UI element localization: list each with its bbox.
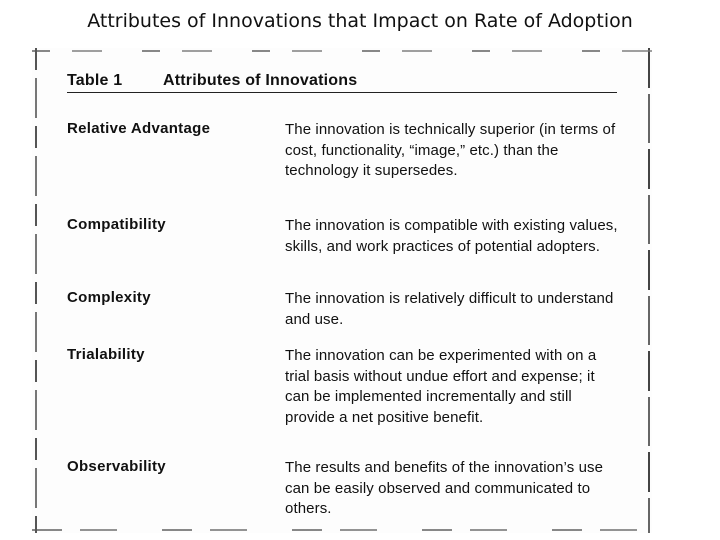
scan-edge-right bbox=[648, 48, 650, 533]
table-number: Table 1 bbox=[67, 72, 123, 89]
scan-edge-bottom bbox=[32, 529, 652, 531]
table-heading: Table 1 Attributes of Innovations bbox=[67, 72, 357, 90]
attribute-description: The innovation can be experimented with … bbox=[285, 347, 597, 426]
scan-edge-top bbox=[32, 50, 652, 52]
attribute-name: Observability bbox=[67, 458, 166, 475]
attribute-description: The innovation is relatively difficult t… bbox=[285, 290, 614, 328]
table-caption: Attributes of Innovations bbox=[163, 72, 358, 89]
attribute-name: Trialability bbox=[67, 346, 145, 363]
attribute-name: Compatibility bbox=[67, 216, 166, 233]
attribute-name: Relative Advantage bbox=[67, 120, 211, 137]
heading-rule bbox=[67, 92, 617, 93]
scanned-table-image: Table 1 Attributes of Innovations Relativ… bbox=[32, 48, 652, 533]
attribute-description: The innovation is compatible with existi… bbox=[285, 217, 618, 255]
attribute-name: Complexity bbox=[67, 289, 151, 306]
attribute-description: The innovation is technically superior (… bbox=[285, 121, 616, 179]
slide-title: Attributes of Innovations that Impact on… bbox=[87, 10, 633, 32]
attribute-description: The results and benefits of the innovati… bbox=[285, 459, 604, 517]
scan-edge-left bbox=[35, 48, 37, 533]
